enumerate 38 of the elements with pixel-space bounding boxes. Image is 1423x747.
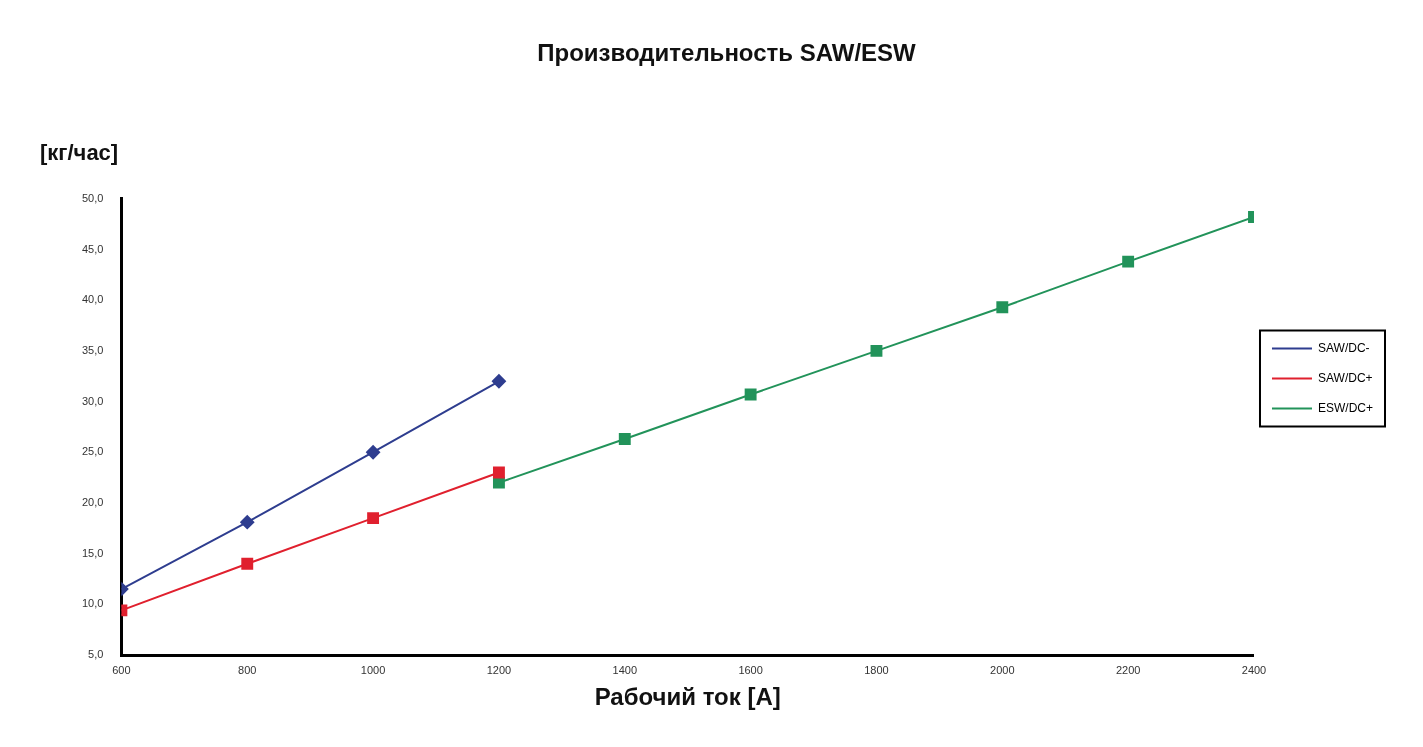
y-tick-label: 25,0 (81, 445, 104, 458)
legend-label: SAW/DC- (1317, 340, 1370, 355)
point (870, 344, 883, 357)
point (492, 476, 505, 489)
y-tick-label: 15,0 (81, 546, 104, 559)
point (491, 374, 506, 389)
x-tick-label: 1400 (612, 663, 638, 676)
point (367, 512, 380, 525)
point (996, 301, 1009, 314)
point (492, 466, 505, 479)
point (744, 388, 757, 401)
legend-label: SAW/DC+ (1317, 370, 1373, 385)
point (1122, 255, 1135, 268)
y-axis-title: [кг/час] (40, 140, 119, 166)
x-tick-label: 2200 (1115, 663, 1141, 676)
point (366, 445, 381, 460)
chart-title: Производительность SAW/ESW (537, 39, 917, 67)
x-tick-label: 800 (238, 663, 257, 676)
x-tick-label: 1000 (360, 663, 386, 676)
y-tick-label: 40,0 (81, 293, 104, 306)
point (240, 515, 255, 530)
x-tick-label: 1800 (864, 663, 889, 676)
legend-label: ESW/DC+ (1317, 400, 1374, 415)
y-tick-label: 30,0 (81, 394, 104, 407)
x-tick-label: 1600 (738, 663, 763, 676)
y-tick-label: 45,0 (81, 242, 104, 255)
y-tick-label: 20,0 (81, 495, 104, 508)
point (618, 433, 631, 446)
x-tick-label: 2000 (990, 663, 1015, 676)
x-tick-label: 1200 (486, 663, 512, 676)
y-tick-label: 10,0 (81, 597, 104, 610)
y-tick-label: 35,0 (81, 343, 104, 356)
y-tick-label: 5,0 (88, 648, 104, 661)
x-axis-title: Рабочий ток [А] (594, 683, 781, 711)
y-tick-label: 50,0 (81, 191, 104, 204)
x-tick-label: 2400 (1241, 663, 1267, 676)
point (241, 557, 254, 570)
x-tick-label: 600 (112, 663, 131, 676)
